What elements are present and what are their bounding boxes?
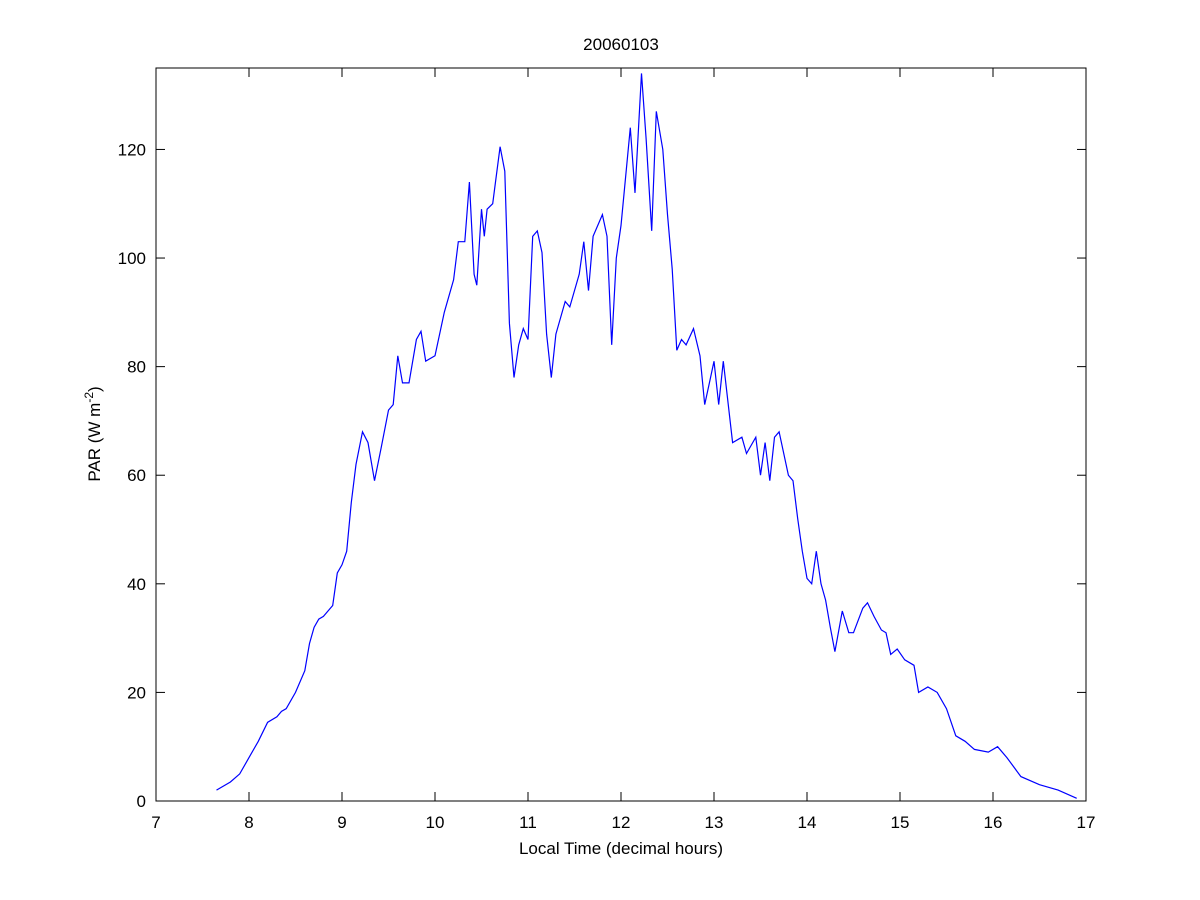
x-tick-label: 15 [891, 813, 910, 832]
y-tick-label: 120 [118, 140, 146, 159]
x-tick-label: 14 [798, 813, 817, 832]
y-label-sup: -2 [82, 392, 96, 403]
plot-area [155, 67, 1087, 802]
x-tick-label: 13 [705, 813, 724, 832]
y-tick-label: 80 [127, 358, 146, 377]
y-tick-label: 100 [118, 249, 146, 268]
y-label-end: ) [85, 386, 104, 392]
x-tick-label: 7 [151, 813, 160, 832]
y-axis-label: PAR (W m-2) [82, 386, 104, 481]
y-tick-label: 40 [127, 575, 146, 594]
x-tick-label: 8 [244, 813, 253, 832]
y-tick-label: 0 [137, 792, 146, 811]
y-label-text: PAR (W m [85, 403, 104, 482]
x-tick-label: 17 [1077, 813, 1096, 832]
y-tick-label: 20 [127, 683, 146, 702]
x-tick-label: 11 [519, 813, 537, 832]
x-axis-label: Local Time (decimal hours) [519, 839, 723, 858]
x-tick-label: 10 [426, 813, 445, 832]
data-line [216, 73, 1077, 799]
x-tick-label: 16 [984, 813, 1003, 832]
x-tick-label: 9 [337, 813, 346, 832]
y-tick-label: 60 [127, 466, 146, 485]
x-tick-label: 12 [612, 813, 631, 832]
chart-title: 20060103 [583, 35, 659, 54]
